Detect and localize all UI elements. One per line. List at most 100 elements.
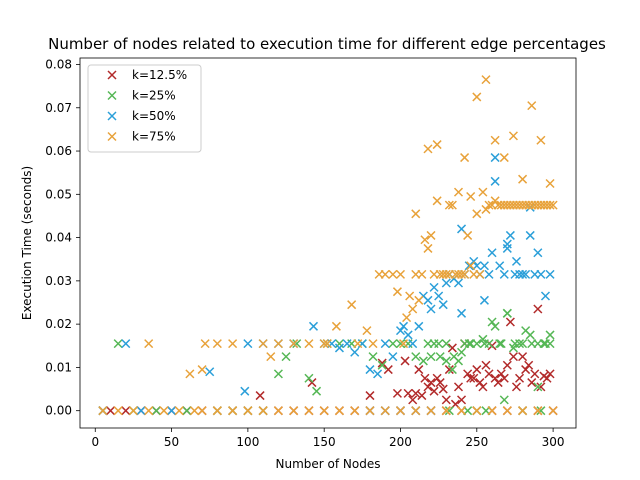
data-point bbox=[128, 406, 138, 416]
data-point bbox=[530, 369, 540, 379]
data-point bbox=[308, 321, 319, 331]
data-point bbox=[533, 248, 543, 258]
x-axis-ticks: 0 50 100 150 200 250 300 bbox=[91, 428, 565, 449]
data-point bbox=[362, 326, 372, 336]
data-point bbox=[539, 339, 549, 349]
data-point bbox=[388, 339, 398, 349]
data-point bbox=[469, 256, 479, 266]
chart-title: Number of nodes related to execution tim… bbox=[48, 35, 606, 53]
data-point bbox=[545, 178, 555, 189]
data-point bbox=[499, 269, 509, 279]
data-point bbox=[408, 395, 418, 405]
data-point bbox=[527, 339, 537, 349]
data-point bbox=[435, 378, 445, 388]
data-point bbox=[383, 365, 393, 375]
data-point bbox=[292, 339, 302, 349]
data-point bbox=[197, 365, 207, 375]
data-point bbox=[518, 269, 528, 279]
data-point bbox=[423, 243, 433, 253]
data-point bbox=[414, 365, 424, 375]
data-point bbox=[289, 339, 299, 349]
data-point bbox=[457, 269, 467, 279]
legend-marker bbox=[107, 111, 117, 121]
data-point bbox=[212, 406, 222, 416]
data-point bbox=[444, 365, 454, 375]
data-point bbox=[185, 369, 195, 379]
data-point bbox=[548, 200, 558, 210]
data-point bbox=[533, 382, 543, 392]
data-point bbox=[392, 388, 402, 398]
data-point bbox=[121, 406, 131, 416]
data-point bbox=[353, 339, 363, 349]
data-point bbox=[545, 200, 555, 210]
data-point bbox=[334, 406, 344, 416]
data-point bbox=[200, 339, 210, 349]
y-axis-label: Execution Time (seconds) bbox=[20, 166, 34, 320]
legend-label: k=12.5% bbox=[132, 68, 187, 82]
data-point bbox=[121, 339, 131, 349]
data-point bbox=[447, 343, 457, 353]
data-point bbox=[472, 209, 482, 219]
data-point bbox=[334, 343, 344, 353]
y-tick-label: 0.01 bbox=[45, 360, 72, 374]
legend-label: k=25% bbox=[132, 89, 176, 103]
data-point bbox=[417, 269, 427, 279]
legend-item: k=50% bbox=[107, 109, 176, 123]
data-point bbox=[113, 406, 123, 416]
data-point bbox=[466, 339, 476, 349]
x-tick-label: 300 bbox=[542, 435, 565, 449]
data-point bbox=[527, 101, 537, 111]
data-point bbox=[478, 382, 488, 392]
data-point bbox=[411, 388, 421, 398]
data-point bbox=[536, 382, 546, 392]
data-point bbox=[502, 406, 512, 416]
data-point bbox=[350, 406, 360, 416]
data-point bbox=[518, 406, 528, 416]
data-point bbox=[540, 291, 551, 301]
data-point bbox=[472, 365, 482, 375]
data-point bbox=[463, 230, 473, 240]
data-point bbox=[266, 352, 276, 362]
x-tick-label: 50 bbox=[164, 435, 179, 449]
data-point bbox=[495, 261, 505, 271]
data-point bbox=[536, 269, 546, 279]
data-point bbox=[411, 406, 421, 416]
legend-item: k=75% bbox=[107, 130, 176, 144]
data-point bbox=[365, 391, 375, 401]
data-point bbox=[423, 144, 433, 154]
data-point bbox=[441, 406, 451, 416]
data-point bbox=[475, 269, 485, 279]
data-point bbox=[508, 343, 518, 353]
data-point bbox=[392, 287, 402, 297]
y-tick-label: 0.03 bbox=[45, 274, 72, 288]
data-point bbox=[479, 295, 489, 305]
data-point bbox=[113, 339, 123, 349]
data-point bbox=[429, 282, 439, 292]
data-point bbox=[466, 191, 476, 202]
data-point bbox=[502, 308, 512, 318]
data-point bbox=[411, 209, 421, 219]
data-point bbox=[438, 300, 448, 310]
data-point bbox=[453, 187, 464, 197]
data-point bbox=[487, 248, 497, 258]
data-point bbox=[350, 347, 360, 357]
data-point bbox=[411, 352, 421, 362]
data-point bbox=[312, 386, 322, 396]
data-point bbox=[521, 365, 531, 375]
data-point bbox=[441, 395, 451, 405]
data-point bbox=[490, 196, 500, 206]
data-point bbox=[243, 406, 253, 416]
data-point bbox=[505, 317, 515, 327]
legend-marker bbox=[107, 70, 117, 80]
data-point bbox=[463, 369, 473, 379]
data-point bbox=[447, 365, 457, 375]
data-point bbox=[478, 187, 488, 197]
data-point bbox=[490, 135, 500, 145]
data-point bbox=[441, 356, 451, 366]
data-point bbox=[429, 386, 439, 396]
data-point bbox=[417, 391, 427, 401]
data-point bbox=[457, 347, 467, 357]
data-point bbox=[144, 406, 154, 416]
data-point bbox=[373, 369, 383, 379]
data-point bbox=[434, 291, 444, 301]
